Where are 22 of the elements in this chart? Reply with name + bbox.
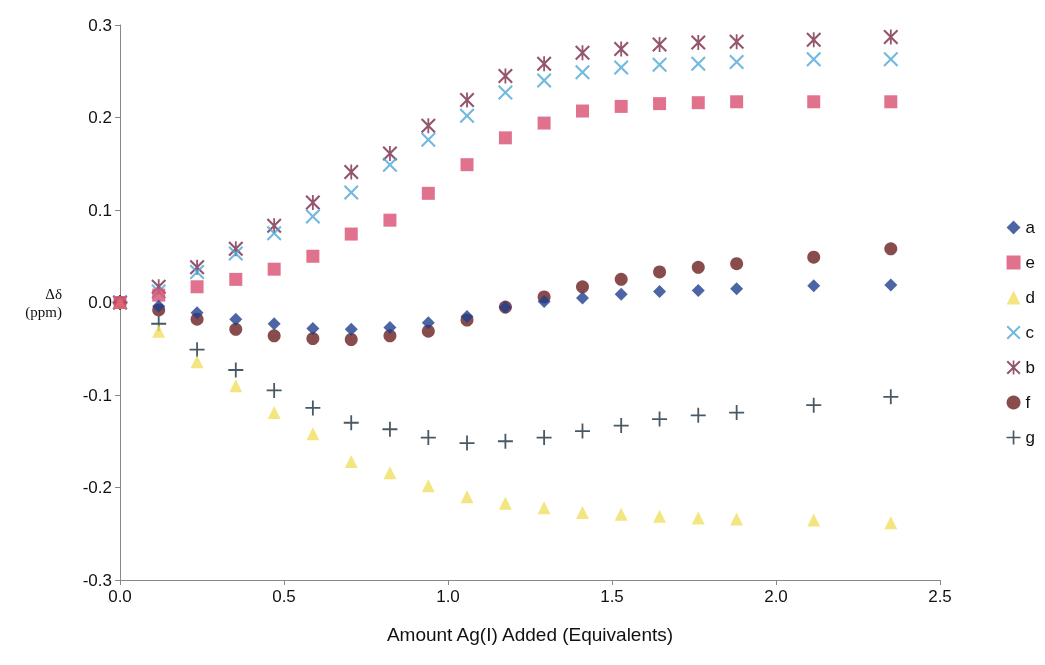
y-tick-label: -0.2: [82, 478, 112, 497]
y-tick-label: 0.3: [88, 15, 112, 35]
y-tick-label: -0.1: [82, 385, 112, 405]
x-axis-title: Amount Ag(I) Added (Equivalents): [386, 624, 674, 645]
x-tick-label: 2.5: [928, 587, 952, 606]
x-tick-label: 0.0: [108, 587, 132, 606]
x-tick-label: 1.0: [436, 587, 460, 606]
y-tick-label: 0.1: [88, 200, 112, 220]
y-tick-label: -0.3: [82, 570, 112, 590]
x-tick-label: 1.5: [600, 587, 624, 606]
legend-label: f: [1025, 393, 1031, 412]
legend-label: a: [1025, 218, 1036, 237]
y-axis-title: Δδ (ppm): [25, 285, 62, 321]
x-tick-label: 0.5: [272, 587, 296, 606]
legend-label: g: [1025, 428, 1036, 447]
legend-label: e: [1025, 253, 1036, 272]
y-tick-label: 0.0: [88, 293, 112, 312]
legend-label: c: [1025, 323, 1035, 342]
x-tick-label: 2.0: [764, 587, 788, 606]
legend-label: d: [1025, 288, 1036, 307]
legend-label: b: [1025, 358, 1036, 377]
y-tick-label: 0.2: [88, 108, 112, 127]
